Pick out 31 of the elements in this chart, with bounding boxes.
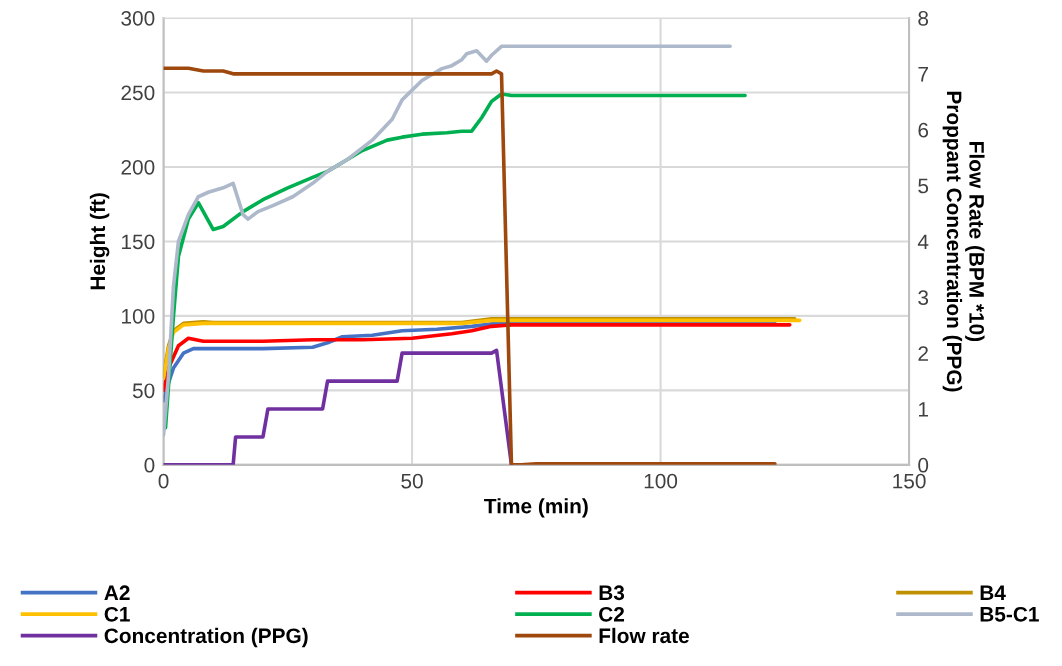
y-tick-label: 300 — [121, 10, 155, 26]
y2-tick-label: 2 — [918, 346, 928, 361]
y2-tick-label: 8 — [918, 10, 929, 26]
x-tick-label: 150 — [893, 473, 926, 489]
legend-label: C2 — [599, 606, 625, 622]
y2-tick-label: 0 — [918, 457, 929, 473]
legend-label: B4 — [980, 585, 1006, 600]
y2-tick-label: 5 — [918, 178, 929, 194]
x-tick-label: 0 — [158, 473, 169, 489]
y-tick-label: 100 — [122, 308, 155, 324]
y-tick-label: 50 — [132, 383, 155, 399]
x-tick-label: 100 — [644, 473, 678, 489]
y2-axis-title: Flow Rate (BPM *10) Proppant Concentration (PPG) — [942, 91, 985, 392]
legend-label: B3 — [599, 585, 625, 601]
x-axis-title: Time (min) — [484, 498, 588, 518]
y2-tick-label: 7 — [918, 67, 928, 82]
y2-tick-label: 6 — [918, 122, 929, 138]
legend-label: B5-C1 — [980, 606, 1039, 622]
y-tick-label: 150 — [122, 234, 155, 250]
legend-label: Flow rate — [599, 627, 689, 644]
y-tick-label: 250 — [121, 85, 155, 101]
legend-label: C1 — [104, 606, 130, 622]
x-tick-label: 50 — [401, 473, 423, 489]
y2-tick-label: 3 — [918, 290, 929, 306]
y2-tick-label: 1 — [918, 402, 928, 417]
legend-label: A2 — [104, 585, 130, 600]
y2-tick-label: 4 — [917, 234, 929, 249]
y-axis-title: Height (ft) — [89, 193, 110, 290]
y-tick-label: 0 — [144, 457, 155, 473]
legend-label: Concentration (PPG) — [104, 627, 308, 648]
y-tick-label: 200 — [121, 159, 155, 175]
